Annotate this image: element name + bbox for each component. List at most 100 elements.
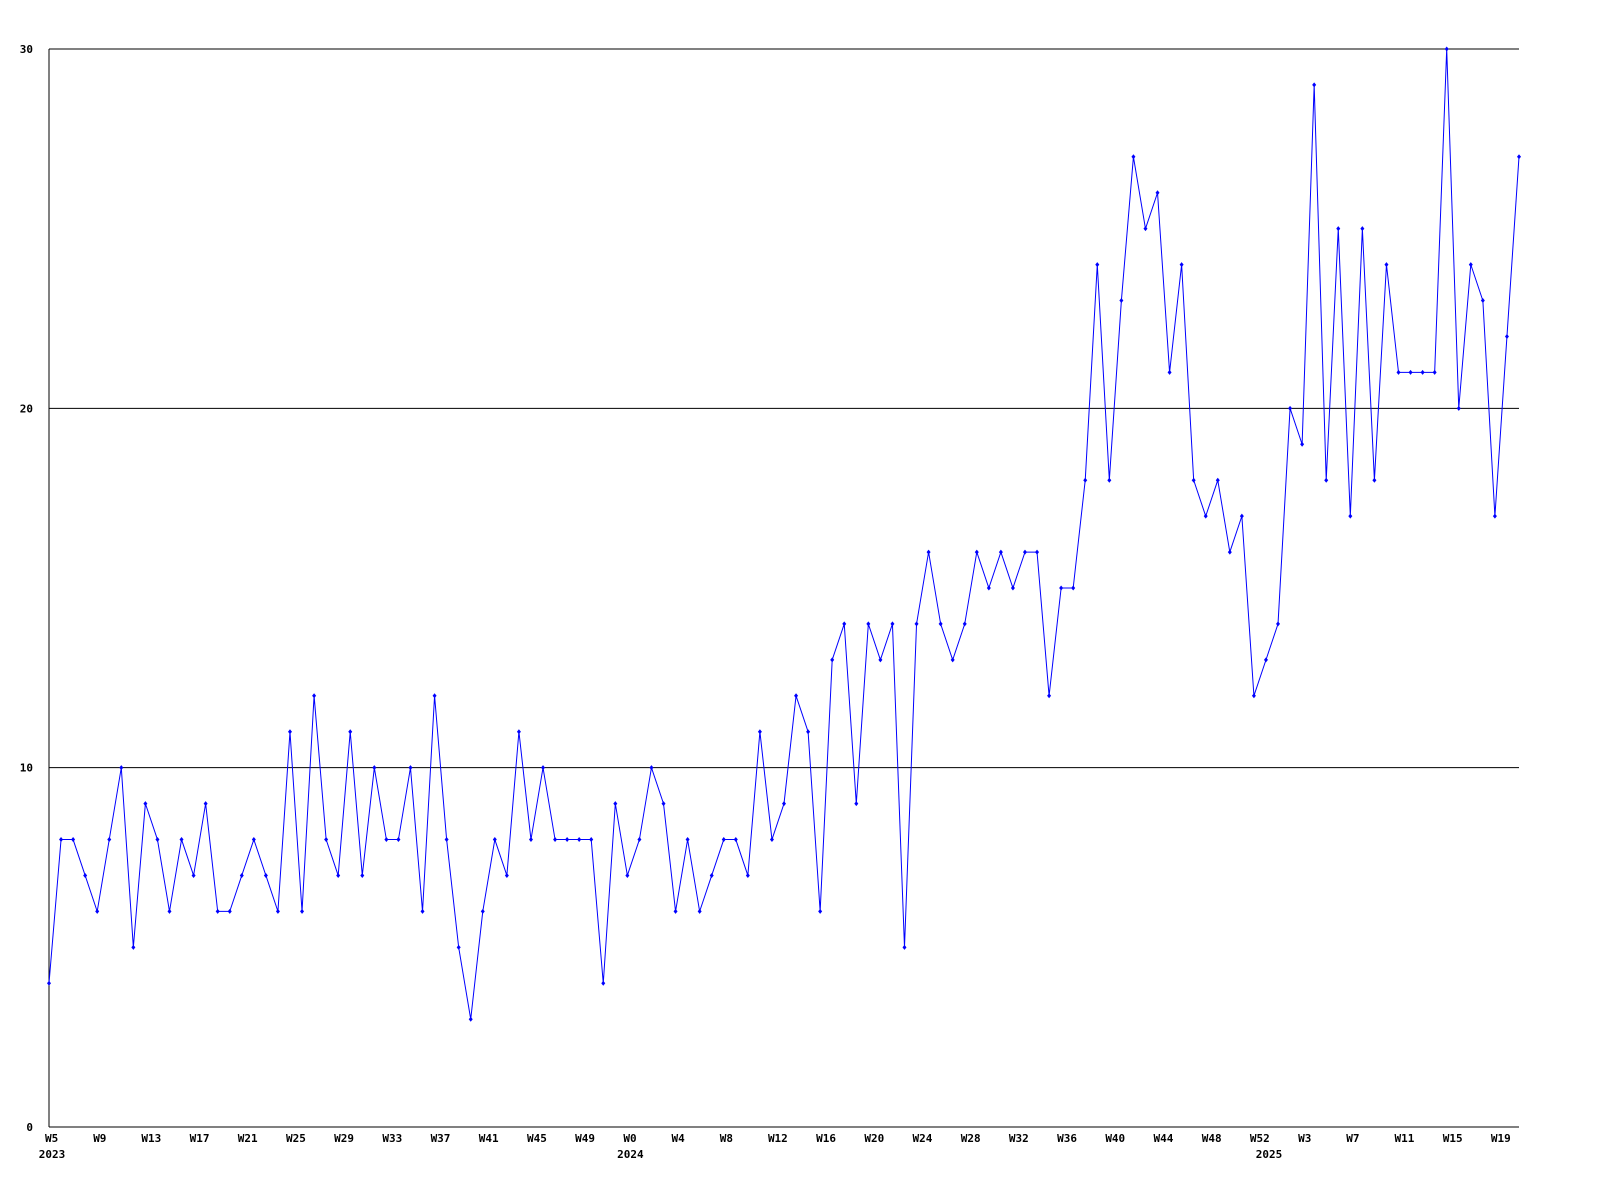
x-tick-label: W28	[961, 1132, 981, 1145]
point	[131, 944, 136, 950]
point	[709, 872, 714, 878]
x-tick-label: W7	[1346, 1132, 1359, 1145]
x-tick-label: W52	[1250, 1132, 1270, 1145]
point	[408, 765, 413, 771]
point	[661, 801, 666, 807]
point	[541, 765, 546, 771]
point	[625, 872, 630, 878]
point	[938, 621, 943, 627]
point	[239, 872, 244, 878]
x-group-label: 2024	[617, 1148, 644, 1161]
point	[577, 837, 582, 843]
x-tick-label: W21	[238, 1132, 258, 1145]
point	[745, 872, 750, 878]
point	[1227, 549, 1232, 555]
point	[794, 693, 799, 699]
point	[998, 549, 1003, 555]
x-tick-label: W20	[864, 1132, 884, 1145]
x-tick-label: W17	[190, 1132, 210, 1145]
point	[59, 837, 64, 843]
point	[504, 872, 509, 878]
x-tick-label: W40	[1105, 1132, 1125, 1145]
point	[456, 944, 461, 950]
x-tick-label: W45	[527, 1132, 547, 1145]
point	[613, 801, 618, 807]
point	[1408, 369, 1413, 375]
point	[143, 801, 148, 807]
point	[324, 837, 329, 843]
point	[757, 729, 762, 735]
point	[902, 944, 907, 950]
point	[1456, 405, 1461, 411]
point	[601, 980, 606, 986]
point	[432, 693, 437, 699]
point	[1360, 226, 1365, 232]
point	[1251, 693, 1256, 699]
x-tick-label: W0	[623, 1132, 636, 1145]
point	[1348, 513, 1353, 519]
point	[914, 621, 919, 627]
point	[1468, 262, 1473, 268]
x-tick-label: W19	[1491, 1132, 1511, 1145]
x-tick-label: W12	[768, 1132, 788, 1145]
point	[528, 837, 533, 843]
point	[589, 837, 594, 843]
point	[1324, 477, 1329, 483]
x-tick-label: W4	[672, 1132, 686, 1145]
y-tick-label: 10	[20, 762, 33, 775]
point	[1047, 693, 1052, 699]
x-group-label: 2025	[1256, 1148, 1283, 1161]
point	[1276, 621, 1281, 627]
x-tick-label: W5	[45, 1132, 58, 1145]
point	[637, 837, 642, 843]
point	[1155, 190, 1160, 196]
x-tick-label: W3	[1298, 1132, 1311, 1145]
point	[818, 908, 823, 914]
point	[312, 693, 317, 699]
point	[1179, 262, 1184, 268]
point	[1203, 513, 1208, 519]
x-tick-label: W13	[141, 1132, 161, 1145]
point	[1336, 226, 1341, 232]
point	[1492, 513, 1497, 519]
point	[1480, 298, 1485, 304]
point	[986, 585, 991, 591]
point	[372, 765, 377, 771]
point	[1035, 549, 1040, 555]
point	[83, 872, 88, 878]
point	[336, 872, 341, 878]
x-tick-label: W37	[431, 1132, 451, 1145]
point	[950, 657, 955, 663]
x-tick-label: W8	[720, 1132, 733, 1145]
x-tick-label: W24	[913, 1132, 933, 1145]
point	[251, 837, 256, 843]
point	[1143, 226, 1148, 232]
point	[1384, 262, 1389, 268]
y-tick-label: 20	[20, 402, 33, 415]
point	[685, 837, 690, 843]
point	[348, 729, 353, 735]
point	[444, 837, 449, 843]
point	[300, 908, 305, 914]
x-tick-label: W44	[1154, 1132, 1174, 1145]
x-tick-label: W11	[1395, 1132, 1415, 1145]
point	[1420, 369, 1425, 375]
point	[842, 621, 847, 627]
x-tick-label: W36	[1057, 1132, 1077, 1145]
point	[71, 837, 76, 843]
point	[1191, 477, 1196, 483]
y-tick-label: 0	[26, 1121, 33, 1134]
point	[420, 908, 425, 914]
point	[1107, 477, 1112, 483]
point	[360, 872, 365, 878]
point	[1167, 369, 1172, 375]
point	[95, 908, 100, 914]
point	[1083, 477, 1088, 483]
point	[227, 908, 232, 914]
point	[1059, 585, 1064, 591]
point	[396, 837, 401, 843]
point	[1239, 513, 1244, 519]
point	[1022, 549, 1027, 555]
point	[806, 729, 811, 735]
